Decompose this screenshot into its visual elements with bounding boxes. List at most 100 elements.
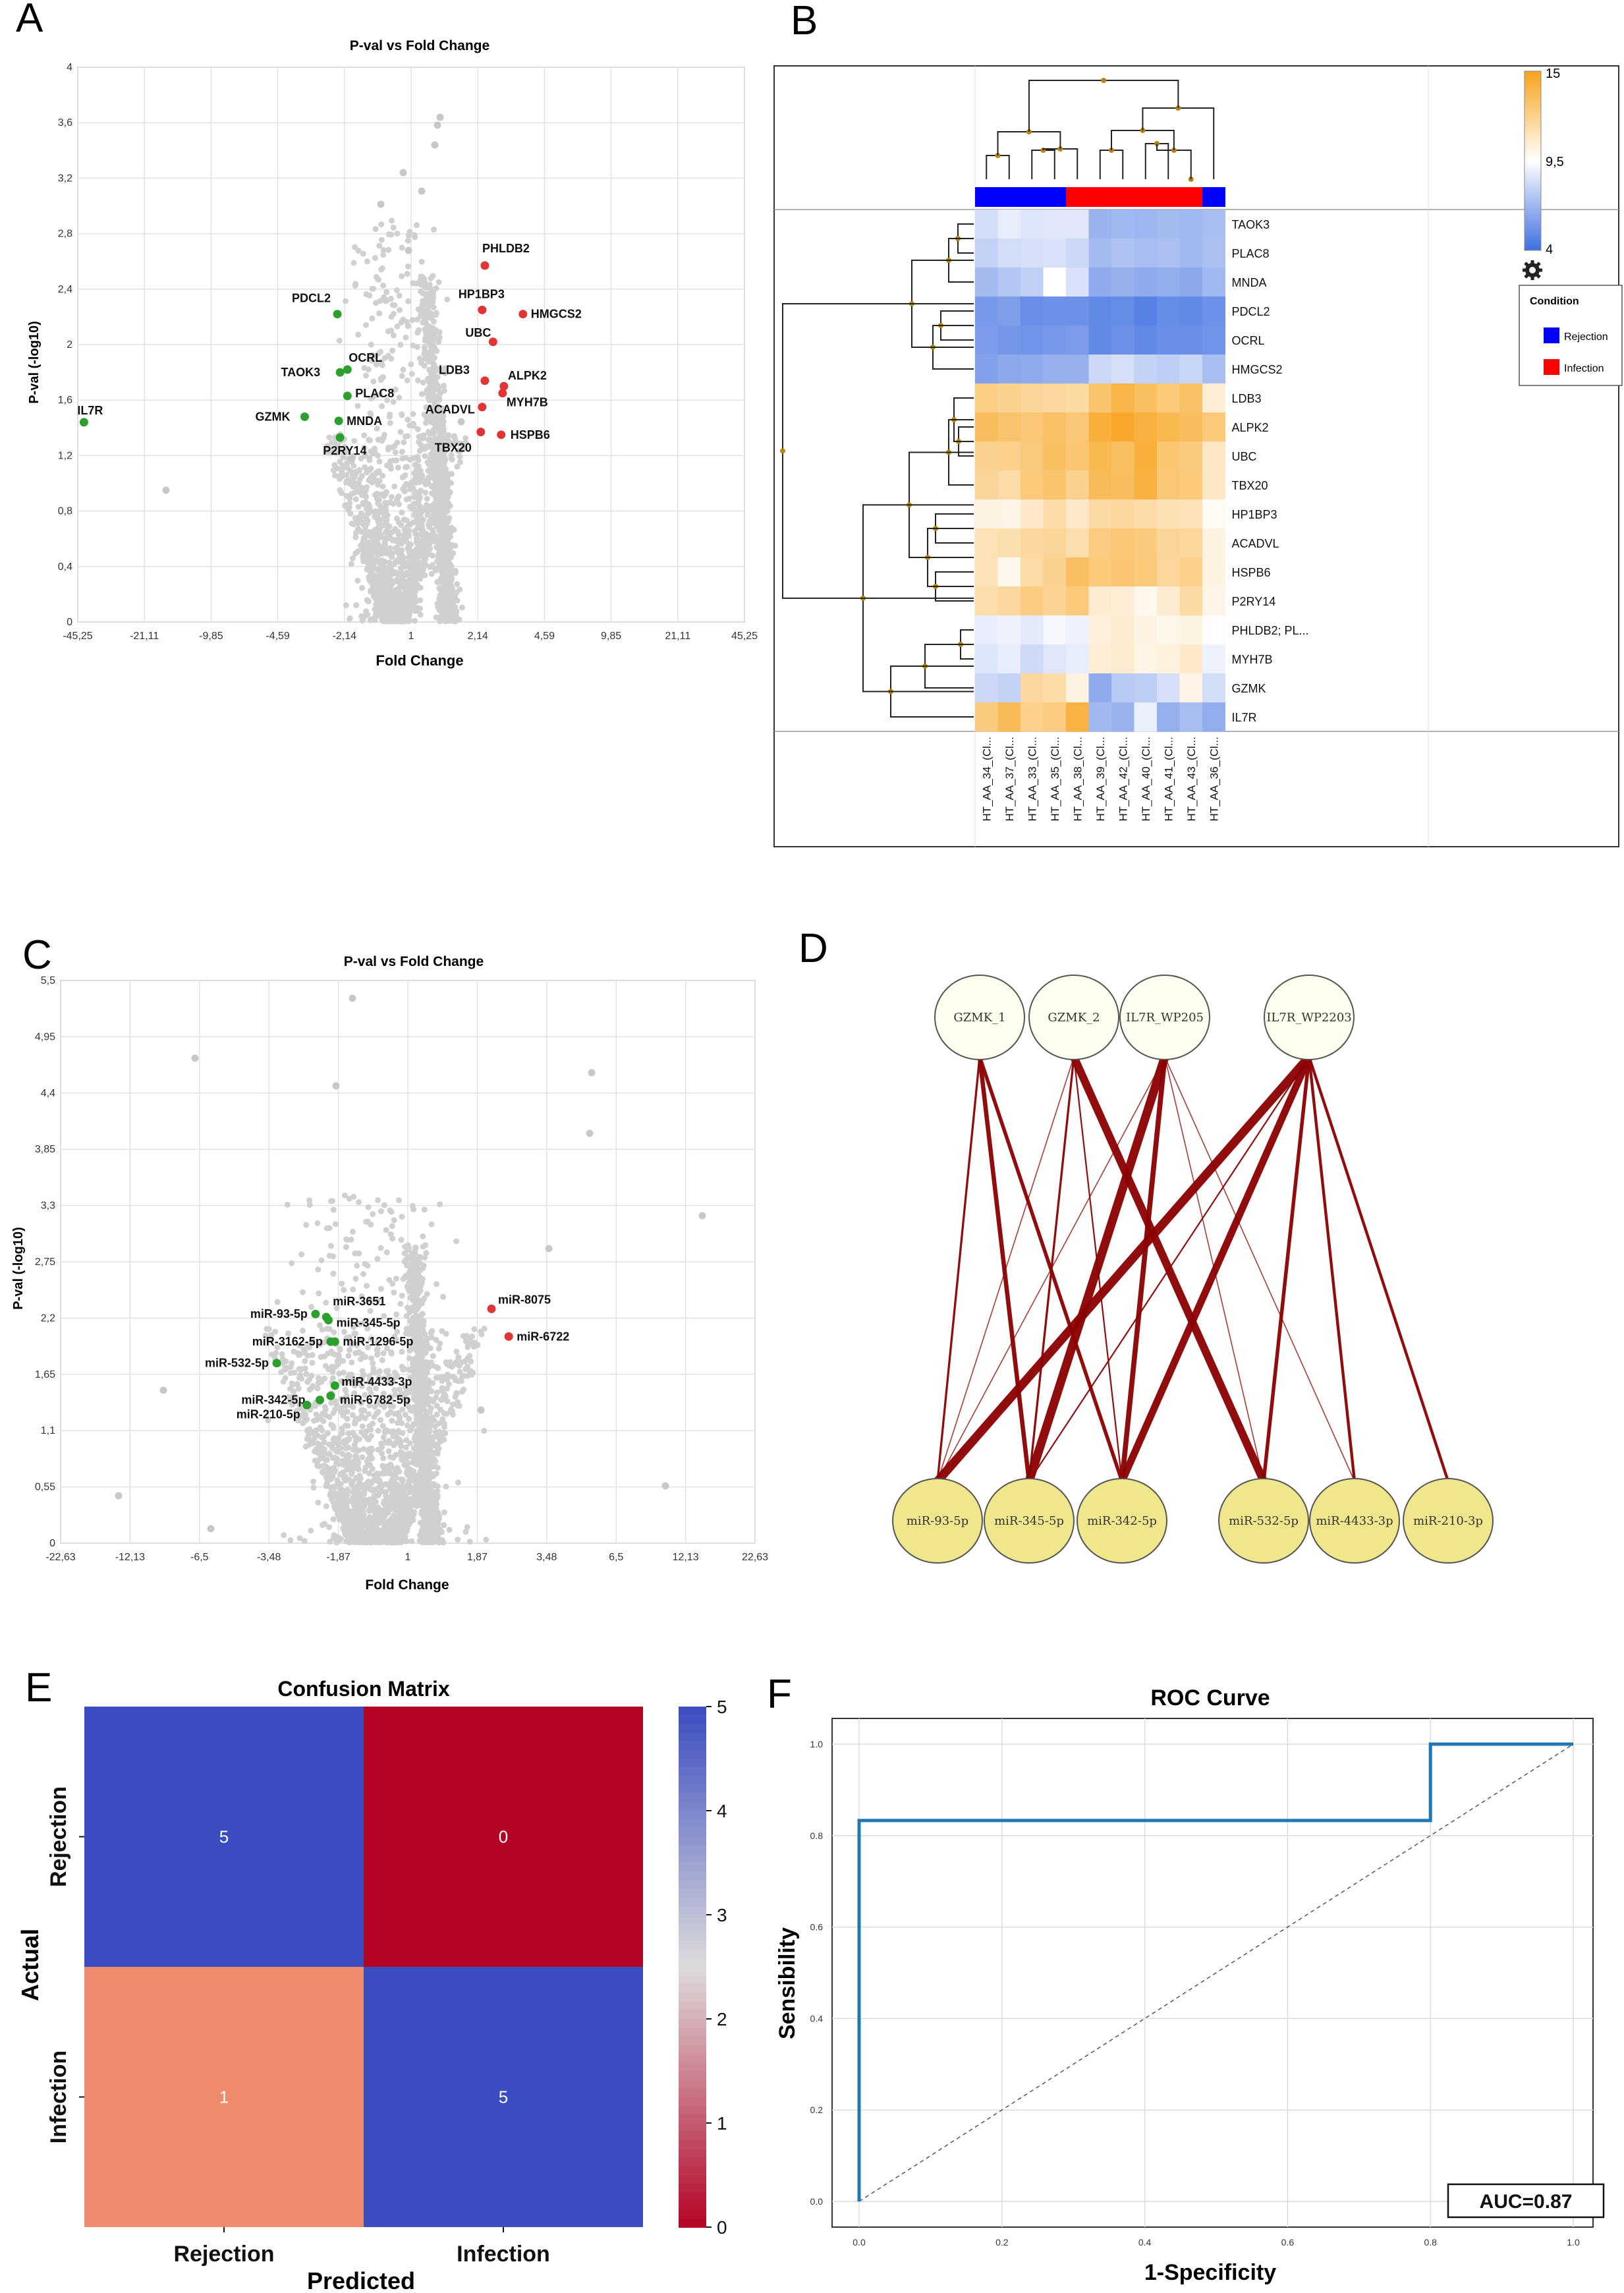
heatmap-cell	[1088, 499, 1112, 529]
heatmap-cell	[1111, 354, 1134, 384]
background-point	[411, 606, 418, 613]
gear-icon[interactable]	[1523, 260, 1542, 280]
background-point	[409, 317, 416, 324]
outlier-point	[399, 169, 407, 177]
heatmap-cell	[975, 210, 998, 239]
background-point	[424, 412, 430, 419]
background-point	[352, 550, 359, 557]
background-point	[353, 602, 360, 608]
background-point	[347, 511, 354, 517]
background-point	[435, 1345, 442, 1352]
background-point	[440, 606, 447, 613]
background-point	[410, 1421, 417, 1427]
heatmap-cell	[1157, 239, 1180, 268]
highlight-label: HP1BP3	[459, 287, 505, 300]
legend-swatch-infection	[1544, 359, 1559, 375]
background-point	[323, 1503, 329, 1510]
condition-cell	[1043, 187, 1067, 207]
background-point	[388, 327, 394, 334]
background-point	[399, 273, 405, 279]
heatmap-cell	[1157, 297, 1180, 326]
panel-label-d: D	[798, 926, 828, 971]
heatmap-cell	[1202, 470, 1225, 500]
heatmap-cell	[1134, 702, 1158, 732]
background-point	[446, 1527, 453, 1533]
heatmap-cell	[997, 557, 1021, 587]
y-tick-label: 4,95	[35, 1031, 55, 1042]
background-point	[396, 395, 403, 401]
background-point	[343, 298, 349, 304]
background-point	[388, 608, 395, 615]
heatmap-cell	[1021, 702, 1044, 732]
background-point	[374, 426, 380, 432]
heatmap-cell	[1179, 615, 1203, 645]
background-point	[406, 1309, 413, 1316]
background-point	[462, 439, 469, 446]
background-point	[372, 1369, 378, 1376]
row-label: MYH7B	[1232, 653, 1273, 666]
heatmap-cell	[1088, 615, 1112, 645]
background-point	[399, 474, 406, 480]
background-point	[281, 1532, 287, 1539]
y-tick-label: 0,55	[35, 1482, 55, 1493]
column-label: HT_AA_43_(Cl...	[1185, 737, 1198, 822]
x-tick-label: 2,14	[468, 631, 488, 642]
background-point	[454, 463, 461, 470]
background-point	[358, 613, 365, 619]
background-point	[358, 1293, 365, 1299]
background-point	[435, 279, 442, 285]
background-point	[402, 559, 408, 566]
highlight-label: IL7R	[77, 404, 103, 417]
background-point	[308, 1527, 314, 1534]
heatmap-cell	[1111, 210, 1134, 239]
background-point	[441, 382, 447, 389]
outlier-point	[348, 455, 356, 463]
heatmap-cell	[1202, 557, 1225, 587]
background-point	[440, 594, 447, 600]
background-point	[445, 559, 452, 566]
background-point	[382, 491, 389, 497]
background-point	[329, 1198, 335, 1204]
row-label: LDB3	[1232, 392, 1262, 405]
heatmap-cell	[1066, 326, 1089, 355]
heatmap-cell	[1111, 412, 1134, 442]
background-point	[448, 455, 455, 461]
background-point	[368, 1336, 374, 1342]
heatmap-cell	[1043, 470, 1067, 500]
background-point	[403, 334, 409, 341]
background-point	[399, 449, 405, 455]
heatmap-cell	[1179, 354, 1203, 384]
background-point	[432, 463, 438, 469]
background-point	[387, 615, 394, 621]
heatmap-cell	[1202, 586, 1225, 616]
background-points	[115, 994, 706, 1546]
highlight-point	[480, 261, 490, 270]
background-point	[391, 598, 397, 604]
heatmap-cell	[1111, 702, 1134, 732]
outlier-point	[434, 121, 441, 129]
background-point	[419, 273, 426, 280]
background-point	[448, 577, 455, 584]
background-point	[339, 1458, 346, 1464]
background-point	[341, 1287, 347, 1293]
background-point	[421, 561, 428, 568]
background-point	[435, 579, 441, 586]
heatmap-cell	[1088, 354, 1112, 384]
column-label: HT_AA_37_(Cl...	[1003, 737, 1016, 822]
heatmap-cell	[1088, 470, 1112, 500]
background-point	[295, 1385, 302, 1392]
background-point	[410, 519, 416, 526]
dendrogram-branch	[986, 155, 1010, 179]
outlier-point	[431, 141, 439, 149]
background-point	[372, 1403, 378, 1410]
row-label: OCRL	[1232, 334, 1265, 347]
background-point	[343, 1244, 349, 1251]
heatmap-cell	[1088, 586, 1112, 616]
highlight-point	[497, 430, 506, 439]
background-point	[366, 1411, 372, 1417]
heatmap-cell	[1066, 702, 1089, 732]
heatmap-cell	[1134, 268, 1158, 297]
background-point	[378, 237, 385, 243]
background-point	[418, 289, 424, 295]
highlight-label: ACADVL	[426, 403, 475, 416]
